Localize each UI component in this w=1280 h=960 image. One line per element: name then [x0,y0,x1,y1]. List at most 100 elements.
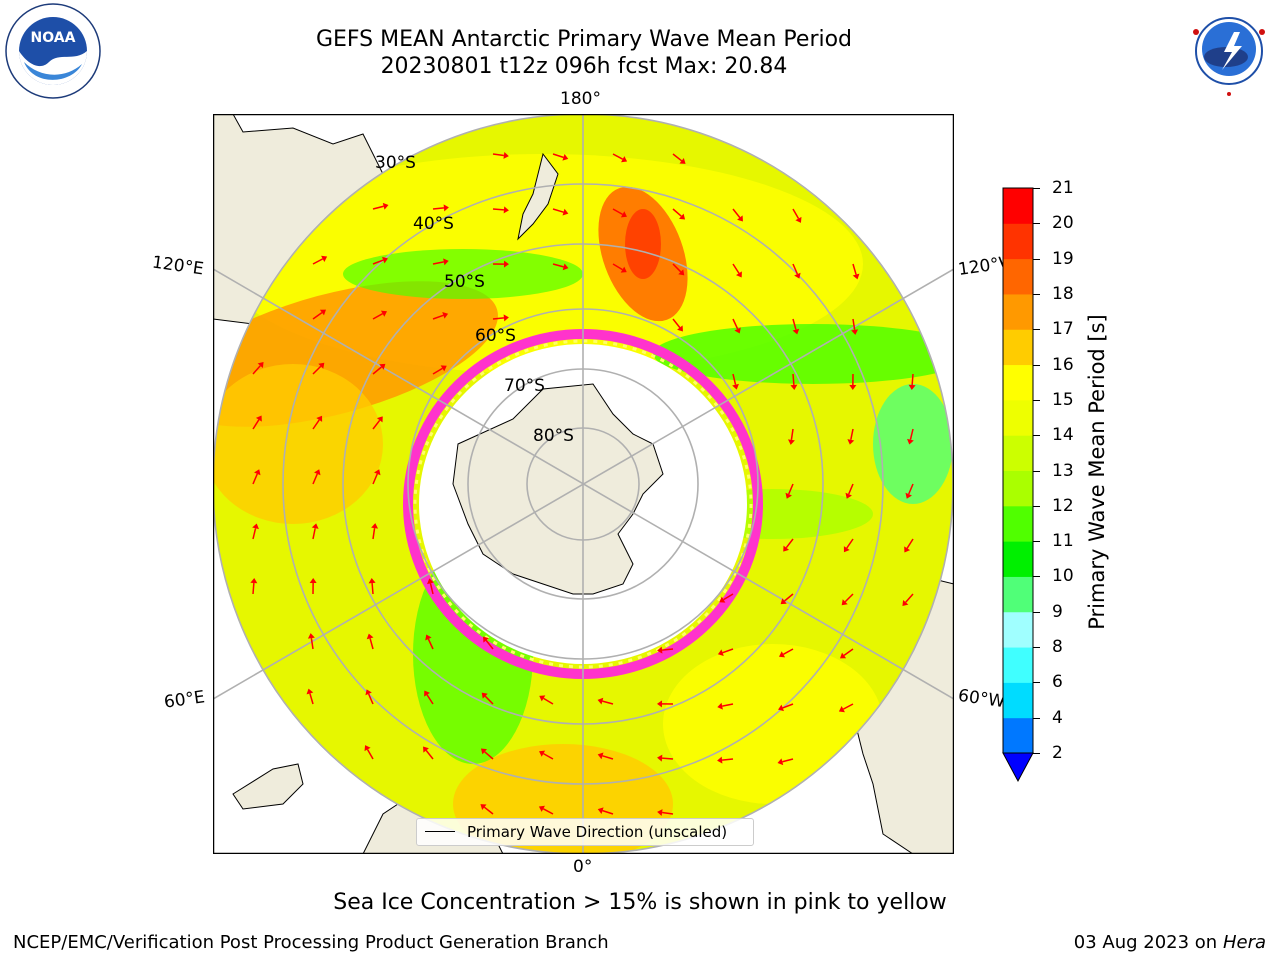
wave-arrow-head [597,807,604,814]
wave-arrow [252,582,255,595]
lat-label-70: 70°S [504,376,545,396]
colorbar-segment [1003,329,1033,366]
polar-map: 30°S 40°S 50°S 60°S 70°S 80°S [213,114,954,854]
colorbar-segment [1003,364,1033,401]
wave-arrow [309,693,314,705]
wave-arrow [492,208,505,211]
wave-arrow [661,648,674,651]
colorbar-tick [1033,647,1040,649]
wave-arrow [792,263,799,275]
wave-arrow [543,752,554,760]
wave-arrow-head [621,156,628,163]
wave-arrow [721,758,734,761]
wave-arrow-head [503,314,509,322]
lat-label-60: 60°S [475,326,516,346]
wave-arrow-head [908,384,916,390]
wave-arrow [312,419,320,430]
wave-arrow [543,697,554,705]
wave-arrow-head [318,362,325,369]
wave-arrow-head [321,255,328,262]
wave-arrows [250,151,916,817]
colorbar-tick-label: 12 [1052,495,1074,516]
wave-arrow-head [657,809,663,817]
colorbar-tick [1033,717,1040,719]
colorbar-under-triangle [1002,752,1034,783]
wave-arrow [792,373,795,386]
colorbar-tick [1033,682,1040,684]
wave-arrow-head [679,158,686,164]
sea-ice-note: Sea Ice Concentration > 15% is shown in … [333,890,947,915]
wave-arrow-head [732,383,739,390]
wave-arrow-head [852,273,860,280]
wave-arrow [661,811,674,815]
wave-arrow-head [783,545,790,552]
wave-arrow [366,749,374,760]
colorbar-tick [1033,258,1040,260]
legend-line [425,831,455,832]
noaa-logo-text: NOAA [31,30,76,46]
land-antarctica [452,383,664,595]
wave-arrow-head [311,523,319,529]
nws-logo [1182,4,1276,98]
wave-arrow [602,809,614,815]
wave-arrow [844,593,854,603]
wave-arrow [905,593,914,603]
wave-arrow-head [382,256,388,264]
wave-arrow [790,428,794,440]
colorbar-tick [1033,470,1040,472]
colorbar-tick [1033,364,1040,366]
wave-arrow-head [376,416,383,423]
lon-label-180: 180° [560,89,601,109]
wave-arrow [792,208,800,219]
wave-arrow-head [562,154,569,161]
chart-subtitle-run: 20230801 t12z 096h fcst Max: 20.84 [380,54,788,79]
wave-arrow-head [717,649,724,656]
wave-arrow [842,703,854,710]
colorbar [1002,187,1034,783]
wave-arrow-head [851,329,859,335]
wave-arrow [432,367,443,375]
lat-label-80: 80°S [533,426,574,446]
colorbar-segment [1003,505,1033,542]
wave-arrow-head [427,578,434,585]
wave-arrow [732,208,741,219]
colorbar-tick [1033,293,1040,295]
wave-arrow [252,419,260,430]
colorbar-tick [1033,399,1040,401]
colorbar-tick-label: 2 [1052,743,1063,763]
wave-arrow-head [562,263,569,271]
colorbar-tick [1033,611,1040,613]
lat-label-50: 50°S [444,272,485,292]
wave-arrow [310,638,314,650]
wave-arrow-head [657,754,663,762]
wave-arrow [372,366,382,375]
colorbar-tick-label: 13 [1052,460,1074,481]
wave-arrow [661,757,674,760]
wave-arrow [672,318,681,329]
colorbar-segment [1003,541,1033,577]
footer-machine: Hera [1222,932,1266,953]
wave-arrow-head [736,271,742,278]
wave-arrow-head [365,689,372,696]
colorbar-tick-label: 15 [1052,389,1074,410]
wave-arrow-head [657,700,663,708]
wave-arrow-head [849,384,857,390]
wave-arrow [612,263,623,271]
wave-arrow [483,806,494,815]
wave-arrow [432,207,445,210]
colorbar-tick-label: 17 [1052,319,1074,340]
wave-arrow [425,749,434,760]
colorbar-segment [1003,435,1033,471]
wave-arrow [432,314,444,320]
wave-arrow-head [257,361,264,369]
wave-arrow-head [778,651,786,658]
wave-arrow [372,313,383,320]
wave-arrow [672,208,682,217]
wave-arrow [908,483,914,495]
wave-arrow-head [847,439,855,445]
wave-arrow-head [794,272,801,279]
wave-arrow-head [905,492,912,499]
colorbar-tick-label: 20 [1052,213,1074,234]
wave-arrow-head [374,469,381,476]
wave-arrow-head [790,384,798,390]
